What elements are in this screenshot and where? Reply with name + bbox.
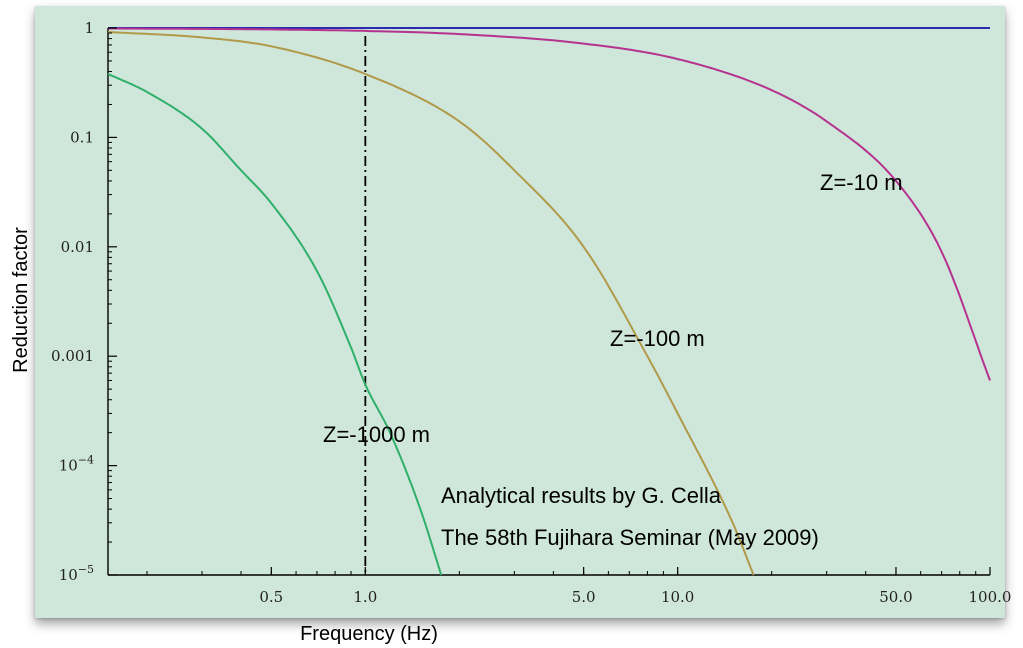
x-tick-label: 1.0 xyxy=(353,588,377,606)
x-tick-label: 5.0 xyxy=(572,588,596,606)
x-axis-title: Frequency (Hz) xyxy=(300,623,438,645)
series-line-3 xyxy=(107,73,443,576)
series-line-2 xyxy=(107,31,755,576)
y-tick-label: 0.01 xyxy=(61,238,94,256)
annotation-credit: Analytical results by G. Cella xyxy=(441,483,722,508)
annotation-z1000: Z=-1000 m xyxy=(323,422,430,447)
annotation-seminar: The 58th Fujihara Seminar (May 2009) xyxy=(441,525,819,550)
chart-panel xyxy=(35,6,1005,618)
annotation-z10: Z=-10 m xyxy=(820,170,903,195)
y-tick-exponent: −4 xyxy=(78,454,94,467)
y-tick-label: 0.001 xyxy=(51,347,94,365)
series-group xyxy=(107,27,991,576)
series-line-1 xyxy=(108,27,991,381)
y-axis-title: Reduction factor xyxy=(10,227,32,373)
y-tick-label: 10−4 xyxy=(59,454,94,475)
x-tick-label: 10.0 xyxy=(661,588,694,606)
y-tick-label: 10−5 xyxy=(59,563,94,584)
y-tick-label: 1 xyxy=(84,19,94,37)
x-tick-label: 100.0 xyxy=(969,588,1012,606)
x-tick-group: 0.5 1.0 5.0 10.0 50.0 100.0 xyxy=(146,567,1012,606)
x-tick-label: 0.5 xyxy=(259,588,283,606)
x-tick-label: 50.0 xyxy=(879,588,912,606)
y-tick-exponent: −5 xyxy=(78,563,94,576)
axes xyxy=(107,28,990,576)
y-tick-label: 0.1 xyxy=(70,128,94,146)
y-tick-base: 10 xyxy=(59,566,78,584)
y-tick-base: 10 xyxy=(59,457,78,475)
annotation-z100: Z=-100 m xyxy=(610,326,705,351)
